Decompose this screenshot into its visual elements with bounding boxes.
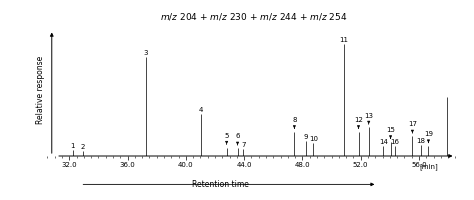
Text: 16: 16 (391, 139, 400, 145)
Text: 19: 19 (424, 131, 433, 143)
Text: 5: 5 (225, 133, 229, 144)
Text: Retention time: Retention time (192, 180, 249, 189)
Text: 14: 14 (379, 139, 388, 145)
Text: 13: 13 (364, 113, 373, 124)
Text: [min]: [min] (419, 164, 438, 170)
Text: 15: 15 (386, 127, 395, 139)
Text: 2: 2 (81, 144, 85, 150)
Title: $\it{m/z}$ 204 + $\it{m/z}$ 230 + $\it{m/z}$ 244 + $\it{m/z}$ 254: $\it{m/z}$ 204 + $\it{m/z}$ 230 + $\it{m… (160, 11, 347, 22)
Text: 8: 8 (292, 117, 297, 129)
Text: 10: 10 (309, 136, 318, 142)
Text: 1: 1 (71, 143, 75, 149)
Text: 12: 12 (354, 117, 363, 129)
Text: 7: 7 (241, 142, 246, 148)
Text: 6: 6 (235, 133, 240, 145)
Text: 17: 17 (408, 121, 417, 133)
Text: 9: 9 (304, 134, 308, 140)
Text: 11: 11 (339, 37, 348, 43)
Text: 4: 4 (199, 107, 203, 113)
Text: 3: 3 (144, 50, 148, 56)
Y-axis label: Relative response: Relative response (36, 56, 45, 124)
Text: 18: 18 (417, 138, 426, 144)
